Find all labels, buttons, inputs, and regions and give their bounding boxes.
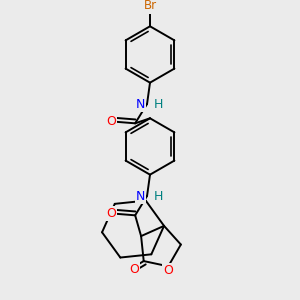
Text: N: N <box>136 98 145 110</box>
Text: O: O <box>106 207 116 220</box>
Text: H: H <box>154 98 163 110</box>
Text: N: N <box>136 190 145 202</box>
Text: O: O <box>106 115 116 128</box>
Text: Br: Br <box>143 0 157 12</box>
Text: O: O <box>129 263 139 276</box>
Text: H: H <box>154 190 163 202</box>
Text: O: O <box>164 264 173 277</box>
